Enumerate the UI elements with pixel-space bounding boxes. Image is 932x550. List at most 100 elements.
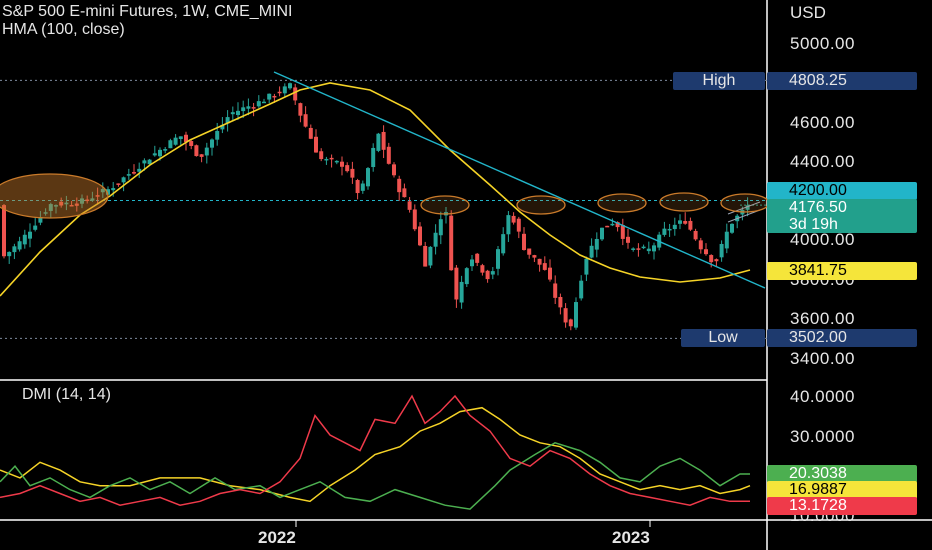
candle-body xyxy=(662,229,666,235)
candle-body xyxy=(205,148,209,156)
candle-body xyxy=(621,225,625,239)
candle-body xyxy=(652,245,656,251)
candle-body xyxy=(683,221,687,224)
candle-body xyxy=(610,224,614,226)
candle-body xyxy=(361,184,365,191)
price-tick: 3400.00 xyxy=(790,349,855,369)
candle-body xyxy=(28,232,32,239)
candle-body xyxy=(553,283,557,297)
candle-body xyxy=(543,263,547,270)
candle-body xyxy=(2,205,6,256)
candle-body xyxy=(595,239,599,250)
candle-body xyxy=(517,219,521,232)
candle-body xyxy=(527,249,531,255)
candle-body xyxy=(538,259,542,265)
candle-body xyxy=(314,137,318,153)
candle-body xyxy=(496,249,500,269)
dmi-legend[interactable]: DMI (14, 14) xyxy=(22,386,111,404)
candle-body xyxy=(470,259,474,266)
highlight-ellipse xyxy=(721,194,769,212)
dmi-tick: 30.0000 xyxy=(790,427,855,447)
bar-countdown: 3d 19h xyxy=(789,216,917,233)
highlight-ellipse xyxy=(598,194,646,212)
adx-line xyxy=(0,408,750,502)
candle-body xyxy=(506,215,510,234)
candle-body xyxy=(413,209,417,229)
candle-body xyxy=(179,136,183,139)
candle-body xyxy=(335,161,339,163)
time-label-2022: 2022 xyxy=(258,528,296,548)
candle-body xyxy=(189,141,193,146)
candle-body xyxy=(709,255,713,262)
candle-body xyxy=(376,134,380,151)
candle-body xyxy=(636,248,640,250)
price-tick: 5000.00 xyxy=(790,34,855,54)
candle-body xyxy=(194,145,198,156)
candle-body xyxy=(288,83,292,88)
low-value: 3502.00 xyxy=(767,329,917,347)
candle-body xyxy=(262,102,266,104)
candle-body xyxy=(116,183,120,185)
candle-body xyxy=(215,131,219,140)
candle-body xyxy=(382,132,386,150)
candle-body xyxy=(163,149,167,151)
candle-body xyxy=(460,282,464,303)
candle-body xyxy=(392,164,396,175)
candle-body xyxy=(324,159,328,161)
candle-body xyxy=(501,234,505,253)
candle-body xyxy=(158,150,162,156)
level-price-tag[interactable]: 4200.00 xyxy=(767,182,917,200)
candle-body xyxy=(590,246,594,258)
symbol-title[interactable]: S&P 500 E-mini Futures, 1W, CME_MINI xyxy=(2,3,292,21)
candle-body xyxy=(480,265,484,272)
candle-body xyxy=(688,221,692,230)
high-value: 4808.25 xyxy=(767,72,917,90)
candle-body xyxy=(246,106,250,108)
last-price-tag[interactable]: 4176.50 3d 19h xyxy=(767,199,917,233)
price-tick: 4000.00 xyxy=(790,230,855,250)
candle-body xyxy=(569,319,573,326)
candle-body xyxy=(132,172,136,174)
indicator-legend[interactable]: HMA (100, close) xyxy=(2,21,125,39)
candle-body xyxy=(486,271,490,279)
highlight-ellipse xyxy=(517,196,565,214)
candle-body xyxy=(210,139,214,147)
candle-body xyxy=(579,281,583,299)
candle-body xyxy=(241,107,245,111)
candle-body xyxy=(647,249,651,251)
dmi-tick: 40.0000 xyxy=(790,387,855,407)
candle-body xyxy=(626,237,630,243)
candle-body xyxy=(548,268,552,280)
candle-body xyxy=(512,216,516,223)
candle-body xyxy=(122,177,126,182)
candle-body xyxy=(454,268,458,300)
low-label: Low xyxy=(681,329,765,347)
candle-body xyxy=(23,235,27,245)
candle-body xyxy=(309,128,313,139)
candle-body xyxy=(631,248,635,250)
candle-body xyxy=(33,226,37,230)
candle-body xyxy=(168,140,172,148)
candle-body xyxy=(532,255,536,258)
candle-body xyxy=(699,240,703,249)
hma-price-tag[interactable]: 3841.75 xyxy=(767,262,917,280)
highlight-ellipse xyxy=(421,196,469,214)
candle-body xyxy=(340,162,344,167)
candle-body xyxy=(153,153,157,155)
candle-body xyxy=(298,103,302,116)
highlight-ellipse xyxy=(0,174,108,218)
candle-body xyxy=(356,180,360,193)
candle-body xyxy=(174,138,178,145)
candle-body xyxy=(408,201,412,209)
candle-body xyxy=(387,147,391,164)
candle-body xyxy=(319,151,323,159)
candle-body xyxy=(600,228,604,240)
candle-body xyxy=(272,96,276,98)
candle-body xyxy=(714,259,718,261)
candle-body xyxy=(278,92,282,94)
price-tick: 4400.00 xyxy=(790,152,855,172)
candle-body xyxy=(231,112,235,114)
currency-label: USD xyxy=(790,3,826,23)
candle-body xyxy=(304,114,308,126)
candle-body xyxy=(522,234,526,250)
